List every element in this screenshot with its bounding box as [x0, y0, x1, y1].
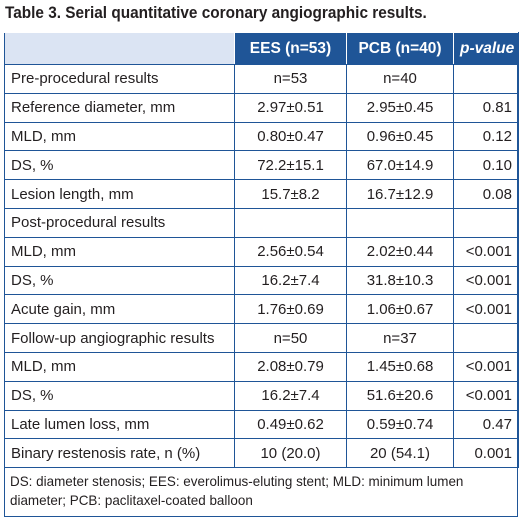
row-label: Acute gain, mm [4, 294, 235, 325]
ees-cell: 10 (20.0) [234, 438, 347, 469]
ees-cell: n=50 [234, 323, 347, 353]
row-label: MLD, mm [4, 236, 235, 267]
table-footnote: DS: diameter stenosis; EES: everolimus-e… [10, 473, 464, 508]
pcb-cell: 0.59±0.74 [346, 409, 454, 440]
ees-cell: 16.2±7.4 [234, 380, 347, 411]
table-row: DS, % 16.2±7.4 31.8±10.3 <0.001 [4, 265, 519, 296]
p-value-cell: <0.001 [453, 294, 519, 325]
pcb-cell [346, 207, 454, 238]
table-row: Acute gain, mm 1.76±0.69 1.06±0.67 <0.001 [4, 294, 519, 325]
row-label: Follow-up angiographic results [4, 323, 235, 353]
p-value-cell: <0.001 [453, 351, 519, 382]
table-caption: Table 3. Serial quantitative coronary an… [5, 4, 427, 22]
table-row: MLD, mm 2.56±0.54 2.02±0.44 <0.001 [4, 236, 519, 267]
table-row: Binary restenosis rate, n (%) 10 (20.0) 20… [4, 438, 519, 469]
row-label: DS, % [4, 150, 235, 181]
row-label: MLD, mm [4, 351, 235, 382]
ees-cell: 72.2±15.1 [234, 150, 347, 181]
row-label: Post-procedural results [4, 207, 235, 238]
row-label: Late lumen loss, mm [4, 409, 235, 440]
ees-cell: n=53 [234, 64, 347, 94]
ees-cell: 2.97±0.51 [234, 92, 347, 123]
table-row: MLD, mm 2.08±0.79 1.45±0.68 <0.001 [4, 351, 519, 382]
row-label: Reference diameter, mm [4, 92, 235, 123]
pcb-cell: 1.06±0.67 [346, 294, 454, 325]
pcb-cell: 67.0±14.9 [346, 150, 454, 181]
header-ees: EES (n=53) [234, 32, 347, 65]
table-row: Reference diameter, mm 2.97±0.51 2.95±0.45… [4, 92, 519, 123]
p-value-cell: 0.81 [453, 92, 519, 123]
results-table: EES (n=53) PCB (n=40) p-value Pre-proced… [4, 32, 519, 469]
pcb-cell: 1.45±0.68 [346, 351, 454, 382]
p-value-cell: 0.001 [453, 438, 519, 469]
table-body: Pre-procedural results n=53 n=40 Reference … [4, 64, 519, 469]
section-row: Post-procedural results [4, 207, 519, 238]
row-label: DS, % [4, 380, 235, 411]
ees-cell: 15.7±8.2 [234, 179, 347, 209]
ees-cell: 16.2±7.4 [234, 265, 347, 296]
p-value-cell: 0.12 [453, 121, 519, 152]
p-value-cell: <0.001 [453, 380, 519, 411]
ees-cell: 2.56±0.54 [234, 236, 347, 267]
p-value-cell [453, 64, 519, 94]
ees-cell: 0.49±0.62 [234, 409, 347, 440]
p-value-cell: 0.10 [453, 150, 519, 181]
p-value-cell: 0.47 [453, 409, 519, 440]
ees-cell: 0.80±0.47 [234, 121, 347, 152]
header-row: EES (n=53) PCB (n=40) p-value [4, 32, 519, 65]
table-row: DS, % 72.2±15.1 67.0±14.9 0.10 [4, 150, 519, 181]
ees-cell: 1.76±0.69 [234, 294, 347, 325]
header-empty-cell [4, 32, 235, 65]
pcb-cell: 2.95±0.45 [346, 92, 454, 123]
ees-cell [234, 207, 347, 238]
row-label: DS, % [4, 265, 235, 296]
p-value-cell: 0.08 [453, 179, 519, 209]
p-value-cell: <0.001 [453, 236, 519, 267]
pcb-cell: n=40 [346, 64, 454, 94]
pcb-cell: 20 (54.1) [346, 438, 454, 469]
pcb-cell: 0.96±0.45 [346, 121, 454, 152]
ees-cell: 2.08±0.79 [234, 351, 347, 382]
row-label: MLD, mm [4, 121, 235, 152]
row-label: Pre-procedural results [4, 64, 235, 94]
table-row: MLD, mm 0.80±0.47 0.96±0.45 0.12 [4, 121, 519, 152]
row-label: Lesion length, mm [4, 179, 235, 209]
pcb-cell: 16.7±12.9 [346, 179, 454, 209]
row-label: Binary restenosis rate, n (%) [4, 438, 235, 469]
p-value-cell: <0.001 [453, 265, 519, 296]
header-pcb: PCB (n=40) [346, 32, 454, 65]
section-row: Follow-up angiographic results n=50 n=37 [4, 323, 519, 353]
p-value-cell [453, 323, 519, 353]
header-p-value: p-value [453, 32, 519, 65]
pcb-cell: 31.8±10.3 [346, 265, 454, 296]
p-value-cell [453, 207, 519, 238]
table-row: Late lumen loss, mm 0.49±0.62 0.59±0.74 0.4… [4, 409, 519, 440]
pcb-cell: n=37 [346, 323, 454, 353]
table-row: Lesion length, mm 15.7±8.2 16.7±12.9 0.08 [4, 179, 519, 209]
pcb-cell: 51.6±20.6 [346, 380, 454, 411]
table-row: DS, % 16.2±7.4 51.6±20.6 <0.001 [4, 380, 519, 411]
pcb-cell: 2.02±0.44 [346, 236, 454, 267]
section-row: Pre-procedural results n=53 n=40 [4, 64, 519, 94]
